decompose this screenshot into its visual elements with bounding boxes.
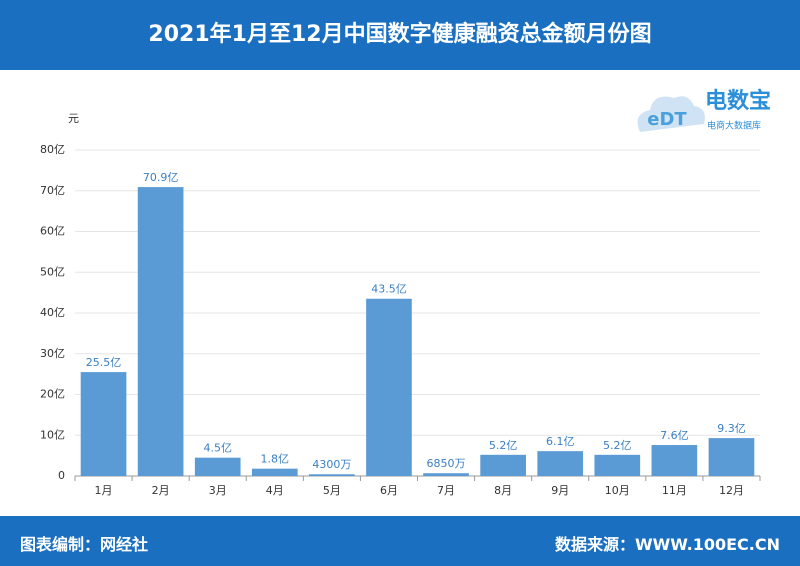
y-tick-label: 50亿 [40,265,65,278]
logo: eDT 电数宝 电商大数据库 [637,88,771,132]
value-label: 5.2亿 [489,439,518,452]
value-label: 1.8亿 [261,453,290,466]
value-label: 9.3亿 [717,422,746,435]
y-tick-label: 10亿 [40,428,65,441]
footer-source: 数据来源：WWW.100EC.CN [554,535,780,554]
value-label: 5.2亿 [603,439,632,452]
chart: eDT 电数宝 电商大数据库 元 0 10亿 20亿 30亿 40亿 50亿 60亿 70亿 8… [40,88,771,497]
x-tick-label: 3月 [209,484,227,497]
bar [194,457,241,476]
footer: 图表编制：网经社 数据来源：WWW.100EC.CN [0,516,800,566]
x-tick-label: 1月 [95,484,113,497]
y-tick-label: 30亿 [40,347,65,360]
x-tick-label: 2月 [152,484,170,497]
y-tick-label: 70亿 [40,184,65,197]
bar [251,468,298,476]
y-tick-label: 60亿 [40,225,65,238]
bar [137,187,184,476]
value-label: 70.9亿 [143,171,179,184]
y-tick-label: 80亿 [40,143,65,156]
bar [537,451,584,476]
bar [708,438,755,476]
x-tick-label: 12月 [719,484,744,497]
x-tick-label: 9月 [551,484,569,497]
bar [80,372,127,476]
bar [366,298,412,476]
logo-name: 电数宝 [705,88,771,114]
bar [594,454,641,476]
value-label: 7.6亿 [660,429,689,442]
y-tick-label: 20亿 [40,388,65,401]
value-label: 25.5亿 [86,356,122,369]
value-label: 6850万 [427,457,466,470]
logo-mark: eDT [647,109,687,130]
y-axis-label: 元 [68,112,79,125]
x-tick-label: 11月 [662,484,687,497]
y-tick-label: 0 [58,469,65,482]
x-tick-label: 7月 [437,484,455,497]
logo-tagline: 电商大数据库 [707,120,761,132]
x-tick-label: 4月 [266,484,284,497]
value-label: 43.5亿 [371,283,407,296]
value-label: 4300万 [312,458,351,471]
x-tick-label: 6月 [380,484,398,497]
logo-cloud [637,96,705,132]
bar [423,473,469,476]
value-label: 4.5亿 [203,442,232,455]
y-tick-label: 40亿 [40,306,65,319]
x-tick-label: 5月 [323,484,341,497]
bar [480,454,526,476]
value-label: 6.1亿 [546,435,575,448]
footer-credit: 图表编制：网经社 [20,535,149,554]
x-tick-label: 8月 [494,484,512,497]
x-tick-label: 10月 [605,484,630,497]
bar [309,474,355,476]
bar [651,445,698,476]
header-title: 2021年1月至12月中国数字健康融资总金额月份图 [0,0,800,70]
